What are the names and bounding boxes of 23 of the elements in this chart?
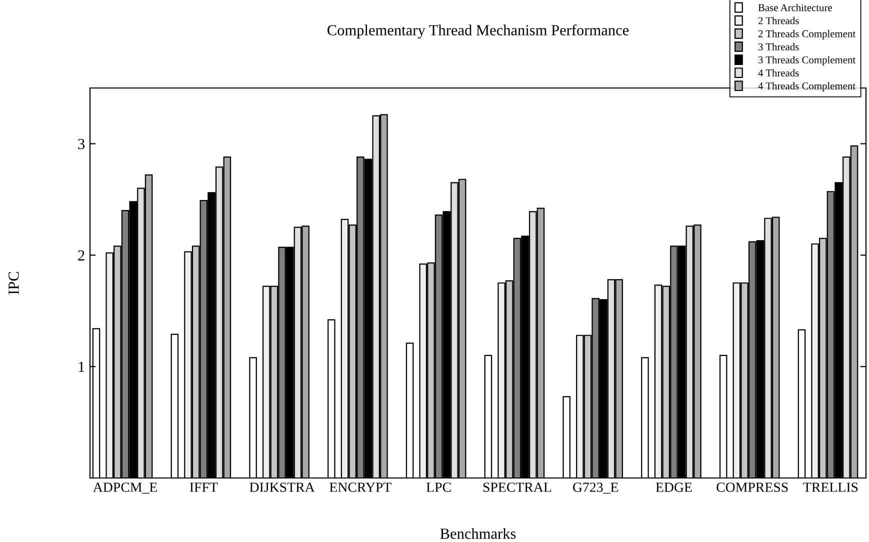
x-tick-label: SPECTRAL xyxy=(483,482,552,492)
legend-label: 4 Threads xyxy=(758,69,799,76)
legend-label: 2 Threads Complement xyxy=(758,30,856,40)
x-tick-label: IFFT xyxy=(190,482,218,492)
x-tick-label: DIJKSTRA xyxy=(250,482,315,492)
y-tick-label: 1 xyxy=(78,362,84,372)
legend-label: 4 Threads Complement xyxy=(758,82,856,92)
y-axis-title: IPC xyxy=(8,272,19,294)
legend-label: Base Architecture xyxy=(758,4,832,12)
x-tick-label: G723_E xyxy=(573,482,618,494)
chart-title: Complementary Thread Mechanism Performance xyxy=(328,24,629,39)
x-tick-label: EDGE xyxy=(656,482,692,492)
x-axis-title: Benchmarks xyxy=(440,528,516,539)
legend-label: 3 Threads xyxy=(758,43,799,50)
y-tick-label: 3 xyxy=(78,138,85,150)
legend-label: 2 Threads xyxy=(758,16,799,24)
x-tick-label: COMPRESS xyxy=(716,482,788,492)
x-tick-label: TRELLIS xyxy=(803,482,858,492)
x-tick-label: ENCRYPT xyxy=(330,482,392,492)
y-tick-label: 2 xyxy=(78,250,84,260)
x-tick-label: ADPCM_E xyxy=(92,482,157,494)
legend-label: 3 Threads Complement xyxy=(758,56,856,66)
x-tick-label: LPC xyxy=(426,482,451,492)
